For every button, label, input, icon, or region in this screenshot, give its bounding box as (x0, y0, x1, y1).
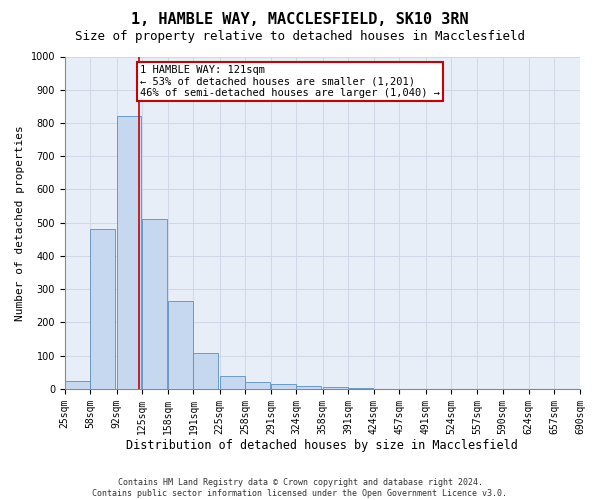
Bar (116, 116, 142, 389)
X-axis label: Distribution of detached houses by size in Macclesfield: Distribution of detached houses by size … (127, 440, 518, 452)
Bar (168, 301, 193, 389)
Text: 1, HAMBLE WAY, MACCLESFIELD, SK10 3RN: 1, HAMBLE WAY, MACCLESFIELD, SK10 3RN (131, 12, 469, 28)
Text: 1 HAMBLE WAY: 121sqm
← 53% of detached houses are smaller (1,201)
46% of semi-de: 1 HAMBLE WAY: 121sqm ← 53% of detached h… (140, 65, 440, 98)
Bar (296, 386, 321, 389)
Bar (220, 376, 245, 389)
Y-axis label: Number of detached properties: Number of detached properties (15, 125, 25, 320)
Bar (65, 380, 89, 389)
Bar (323, 388, 347, 389)
Bar (142, 220, 167, 389)
Bar (271, 384, 296, 389)
Text: Contains HM Land Registry data © Crown copyright and database right 2024.
Contai: Contains HM Land Registry data © Crown c… (92, 478, 508, 498)
Bar (349, 388, 373, 389)
Bar (91, 230, 115, 389)
Bar (193, 354, 218, 389)
Text: Size of property relative to detached houses in Macclesfield: Size of property relative to detached ho… (75, 30, 525, 43)
Bar (245, 382, 270, 389)
